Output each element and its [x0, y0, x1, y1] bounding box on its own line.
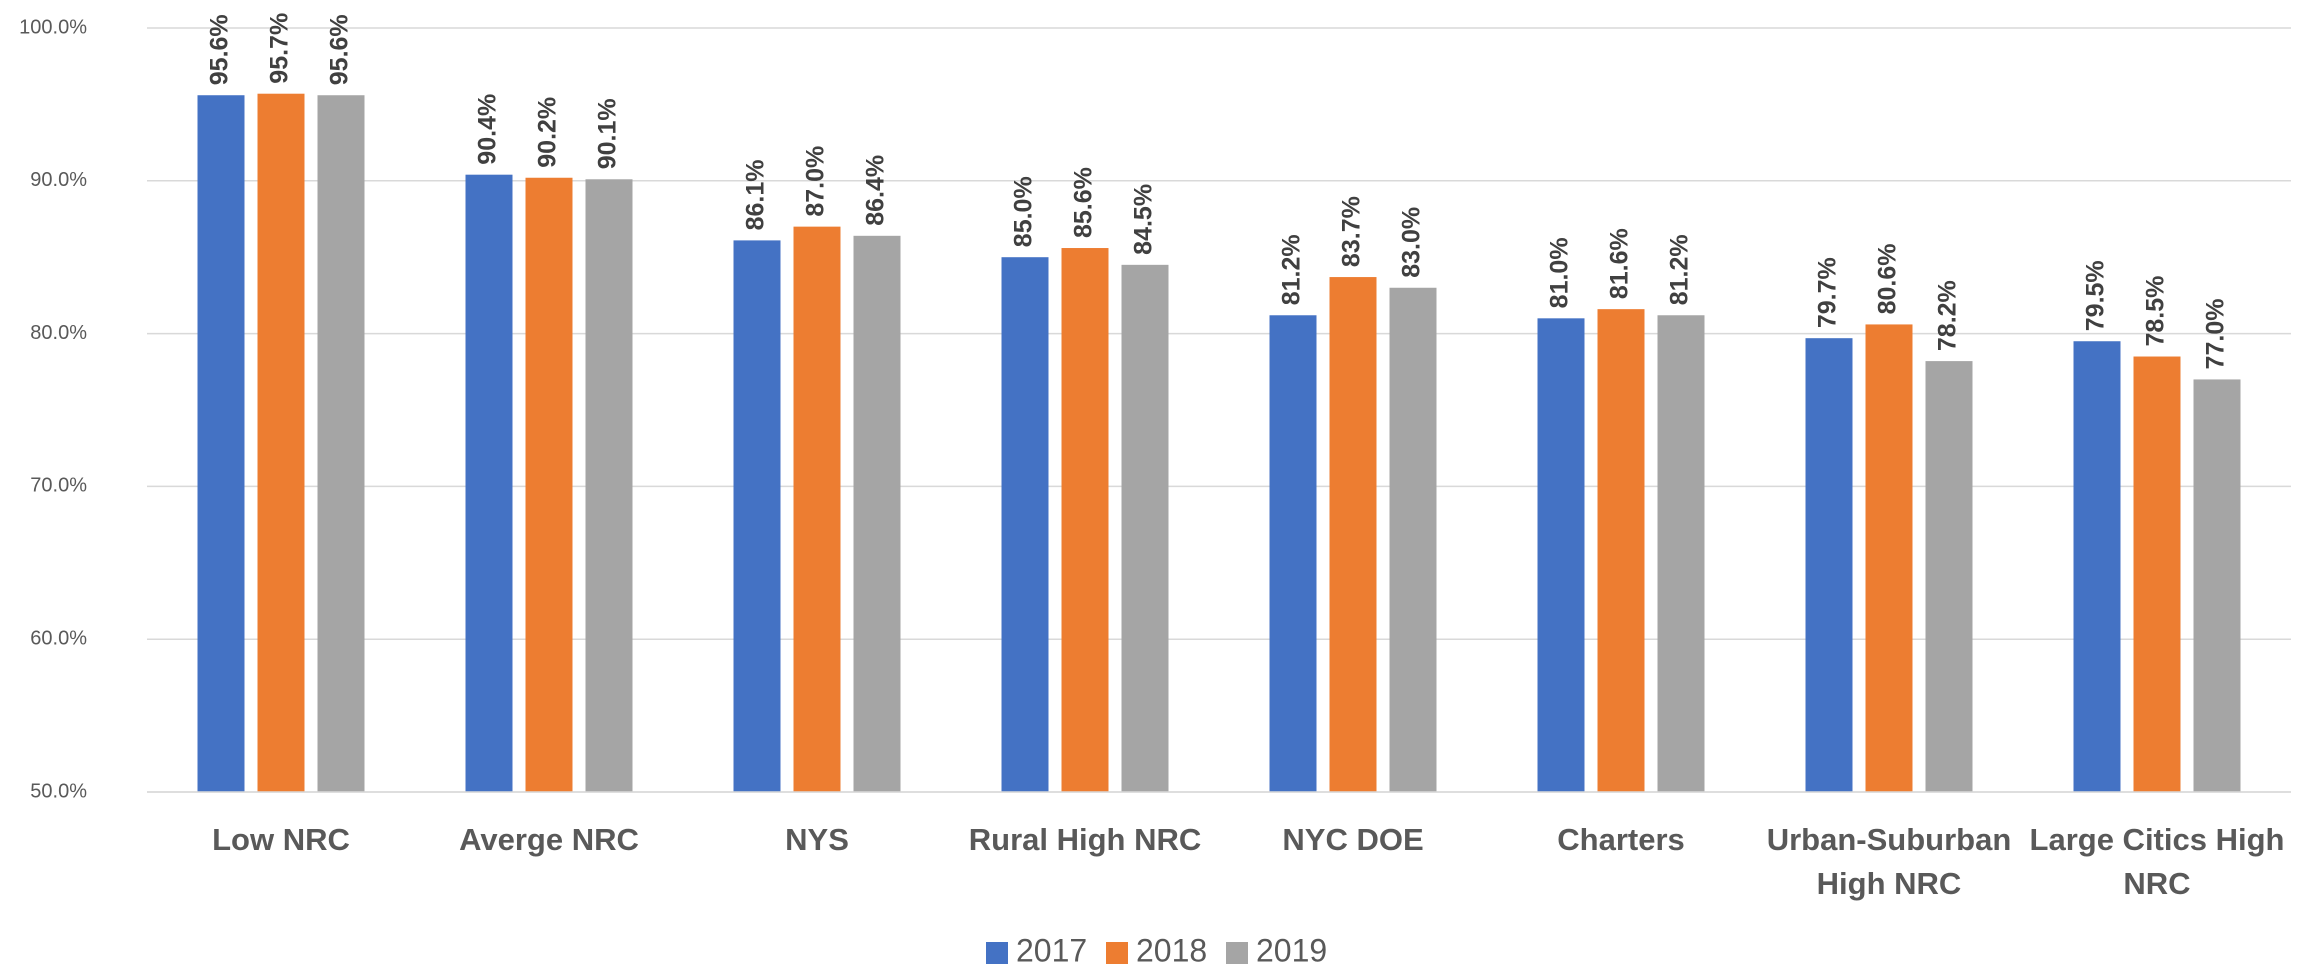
x-tick-label-line: High NRC [1817, 866, 1962, 901]
legend-label: 2019 [1256, 932, 1327, 967]
x-tick-label: Large Citics High NRC [2030, 822, 2285, 901]
y-tick-label: 60.0% [30, 627, 87, 649]
data-label: 81.2% [1278, 234, 1306, 305]
bar [1657, 315, 1705, 792]
x-tick-label: Rural High NRC [969, 822, 1202, 857]
bar [2193, 379, 2241, 792]
x-tick-label: NYC DOE [1282, 822, 1423, 857]
bar [2133, 356, 2181, 792]
bar [317, 95, 365, 793]
data-label: 81.6% [1606, 228, 1634, 299]
x-tick-label-line: Urban-Suburban [1767, 822, 2012, 857]
y-tick-label: 70.0% [30, 475, 87, 497]
data-label: 90.1% [594, 98, 622, 169]
bar [585, 179, 633, 793]
bar [257, 93, 305, 793]
data-label: 83.7% [1338, 196, 1366, 267]
data-label: 79.7% [1814, 257, 1842, 328]
bar [465, 174, 513, 793]
x-tick-label-line: Large Citics High [2030, 822, 2285, 857]
x-tick-label: Averge NRC [459, 822, 639, 857]
y-tick-label: 100.0% [19, 16, 87, 38]
bar [525, 177, 573, 792]
data-label: 80.6% [1874, 244, 1902, 315]
data-label: 79.5% [2082, 260, 2110, 331]
bar [1269, 315, 1317, 792]
x-tick-label-line: NRC [2123, 866, 2190, 901]
legend-label: 2018 [1136, 932, 1207, 967]
legend-label: 2017 [1016, 932, 1087, 967]
data-label: 86.1% [742, 160, 770, 231]
bar [1061, 248, 1109, 793]
data-label: 85.6% [1070, 167, 1098, 238]
data-label: 78.2% [1934, 280, 1962, 351]
bar [1001, 257, 1049, 792]
data-label: 86.4% [862, 155, 890, 226]
x-tick-label: Urban-Suburban High NRC [1767, 822, 2012, 901]
legend-swatch [986, 942, 1008, 964]
data-label: 83.0% [1398, 207, 1426, 278]
data-label: 85.0% [1010, 176, 1038, 247]
bar [793, 226, 841, 792]
x-tick-label: NYS [785, 822, 849, 857]
bar [1537, 318, 1585, 792]
data-label: 95.6% [206, 14, 234, 85]
data-label: 81.2% [1666, 234, 1694, 305]
legend-swatch [1106, 942, 1128, 964]
data-label: 84.5% [1130, 184, 1158, 255]
data-label: 95.6% [326, 14, 354, 85]
bar [1865, 324, 1913, 792]
legend-swatch [1226, 942, 1248, 964]
bar [1329, 277, 1377, 793]
data-label: 90.2% [534, 97, 562, 168]
data-label: 78.5% [2142, 276, 2170, 347]
y-tick-label: 80.0% [30, 322, 87, 344]
bar [853, 235, 901, 793]
bar [733, 240, 781, 793]
bar [1805, 338, 1853, 792]
x-tick-label: Charters [1557, 822, 1685, 857]
bar [1597, 309, 1645, 792]
data-label: 87.0% [802, 146, 830, 217]
bar [197, 95, 245, 793]
bar [1925, 361, 1973, 792]
y-tick-label: 90.0% [30, 169, 87, 191]
data-label: 95.7% [266, 13, 294, 84]
bar [2073, 341, 2121, 792]
data-label: 77.0% [2202, 299, 2230, 370]
bar [1389, 287, 1437, 792]
data-label: 90.4% [474, 94, 502, 165]
x-tick-label: Low NRC [212, 822, 350, 857]
y-tick-label: 50.0% [30, 780, 87, 802]
data-label: 81.0% [1546, 237, 1574, 308]
bar [1121, 264, 1169, 793]
